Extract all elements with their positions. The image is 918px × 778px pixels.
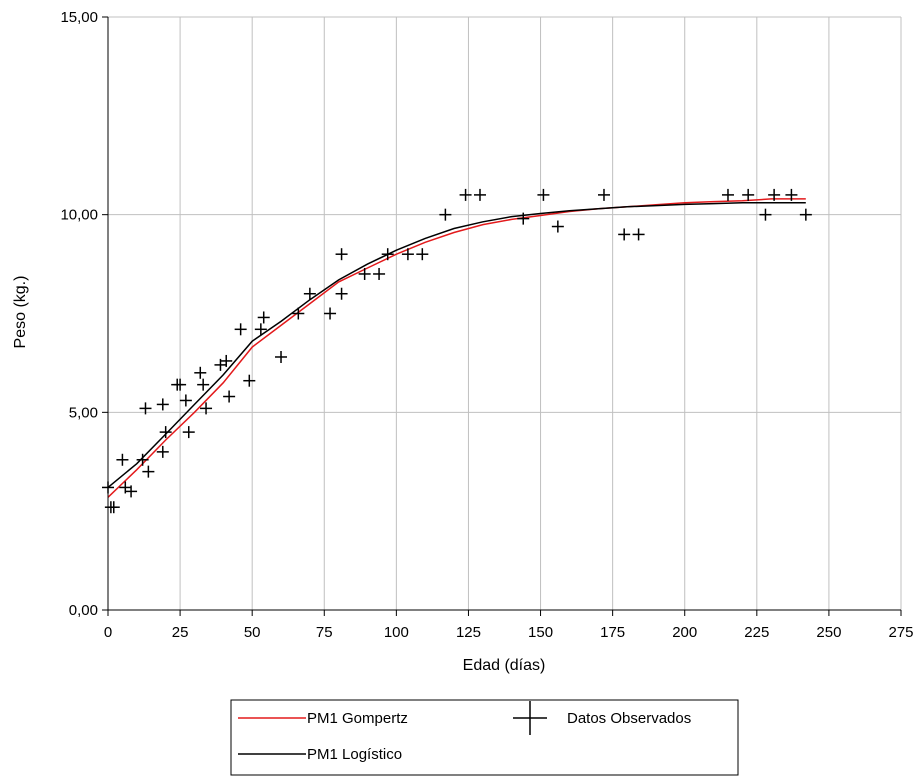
- observed-point-marker: [381, 248, 394, 261]
- observed-point-marker: [223, 390, 236, 403]
- observed-point-marker: [373, 267, 386, 280]
- observed-point-marker: [721, 188, 734, 201]
- observed-point-marker: [537, 188, 550, 201]
- legend-observed-label: Datos Observados: [567, 710, 691, 727]
- x-tick-label: 175: [600, 624, 625, 641]
- x-tick-label: 0: [104, 624, 112, 641]
- logistico-curve: [107, 202, 806, 488]
- observed-point-marker: [136, 453, 149, 466]
- observed-point-marker: [156, 398, 169, 411]
- observed-point-marker: [125, 485, 138, 498]
- x-tick-label: 200: [672, 624, 697, 641]
- y-tick-label: 5,00: [69, 404, 98, 421]
- legend-box: [230, 699, 739, 776]
- observed-point-marker: [243, 374, 256, 387]
- observed-point-marker: [275, 350, 288, 363]
- grid-lines: [108, 16, 902, 610]
- observed-point-marker: [303, 287, 316, 300]
- observed-point-marker: [107, 501, 120, 514]
- y-axis-title: Peso (kg.): [12, 276, 29, 349]
- observed-point-marker: [200, 402, 213, 415]
- observed-point-marker: [551, 220, 564, 233]
- observed-point-marker: [292, 307, 305, 320]
- gompertz-curve: [107, 198, 806, 498]
- x-tick-label: 100: [384, 624, 409, 641]
- legend-gompertz-label: PM1 Gompertz: [307, 710, 408, 727]
- observed-point-marker: [358, 267, 371, 280]
- observed-point-marker: [156, 445, 169, 458]
- observed-point-marker: [768, 188, 781, 201]
- observed-point-marker: [324, 307, 337, 320]
- observed-point-marker: [116, 453, 129, 466]
- y-tick-label: 10,00: [60, 207, 98, 224]
- observed-point-marker: [785, 188, 798, 201]
- observed-point-marker: [139, 402, 152, 415]
- x-tick-label: 250: [816, 624, 841, 641]
- observed-point-marker: [142, 465, 155, 478]
- legend-logistico-label: PM1 Logístico: [307, 746, 402, 763]
- x-axis-title: Edad (días): [463, 657, 546, 674]
- observed-point-marker: [759, 208, 772, 221]
- legend-observed-marker-icon: [513, 701, 547, 735]
- observed-point-marker: [335, 248, 348, 261]
- observed-markers: [102, 188, 812, 514]
- observed-point-marker: [182, 426, 195, 439]
- x-tick-label: 25: [172, 624, 189, 641]
- observed-point-marker: [179, 394, 192, 407]
- observed-point-marker: [439, 208, 452, 221]
- observed-point-marker: [742, 188, 755, 201]
- x-tick-label: 125: [456, 624, 481, 641]
- x-tick-label: 225: [744, 624, 769, 641]
- observed-point-marker: [194, 366, 207, 379]
- observed-point-marker: [618, 228, 631, 241]
- observed-point-marker: [517, 212, 530, 225]
- y-tick-label: 15,00: [60, 9, 98, 26]
- legend: PM1 Gompertz PM1 Logístico Datos Observa…: [230, 699, 739, 776]
- x-tick-labels: 0 25 50 75 100 125 150 175 200 225 250 275: [104, 624, 914, 641]
- y-tick-labels: 0,00 5,00 10,00 15,00: [60, 9, 98, 619]
- observed-point-marker: [234, 323, 247, 336]
- x-tick-label: 150: [528, 624, 553, 641]
- observed-point-marker: [416, 248, 429, 261]
- observed-point-marker: [220, 354, 233, 367]
- observed-point-marker: [597, 188, 610, 201]
- x-tick-label: 275: [888, 624, 913, 641]
- observed-point-marker: [473, 188, 486, 201]
- y-tick-label: 0,00: [69, 602, 98, 619]
- axes: [102, 16, 902, 616]
- observed-point-marker: [197, 378, 210, 391]
- observed-point-marker: [159, 426, 172, 439]
- observed-point-marker: [335, 287, 348, 300]
- observed-point-marker: [459, 188, 472, 201]
- observed-point-marker: [257, 311, 270, 324]
- observed-point-marker: [632, 228, 645, 241]
- x-tick-label: 75: [316, 624, 333, 641]
- observed-point-marker: [174, 378, 187, 391]
- observed-point-marker: [254, 323, 267, 336]
- x-tick-label: 50: [244, 624, 261, 641]
- observed-point-marker: [401, 248, 414, 261]
- model-curves: [107, 198, 806, 498]
- observed-point-marker: [799, 208, 812, 221]
